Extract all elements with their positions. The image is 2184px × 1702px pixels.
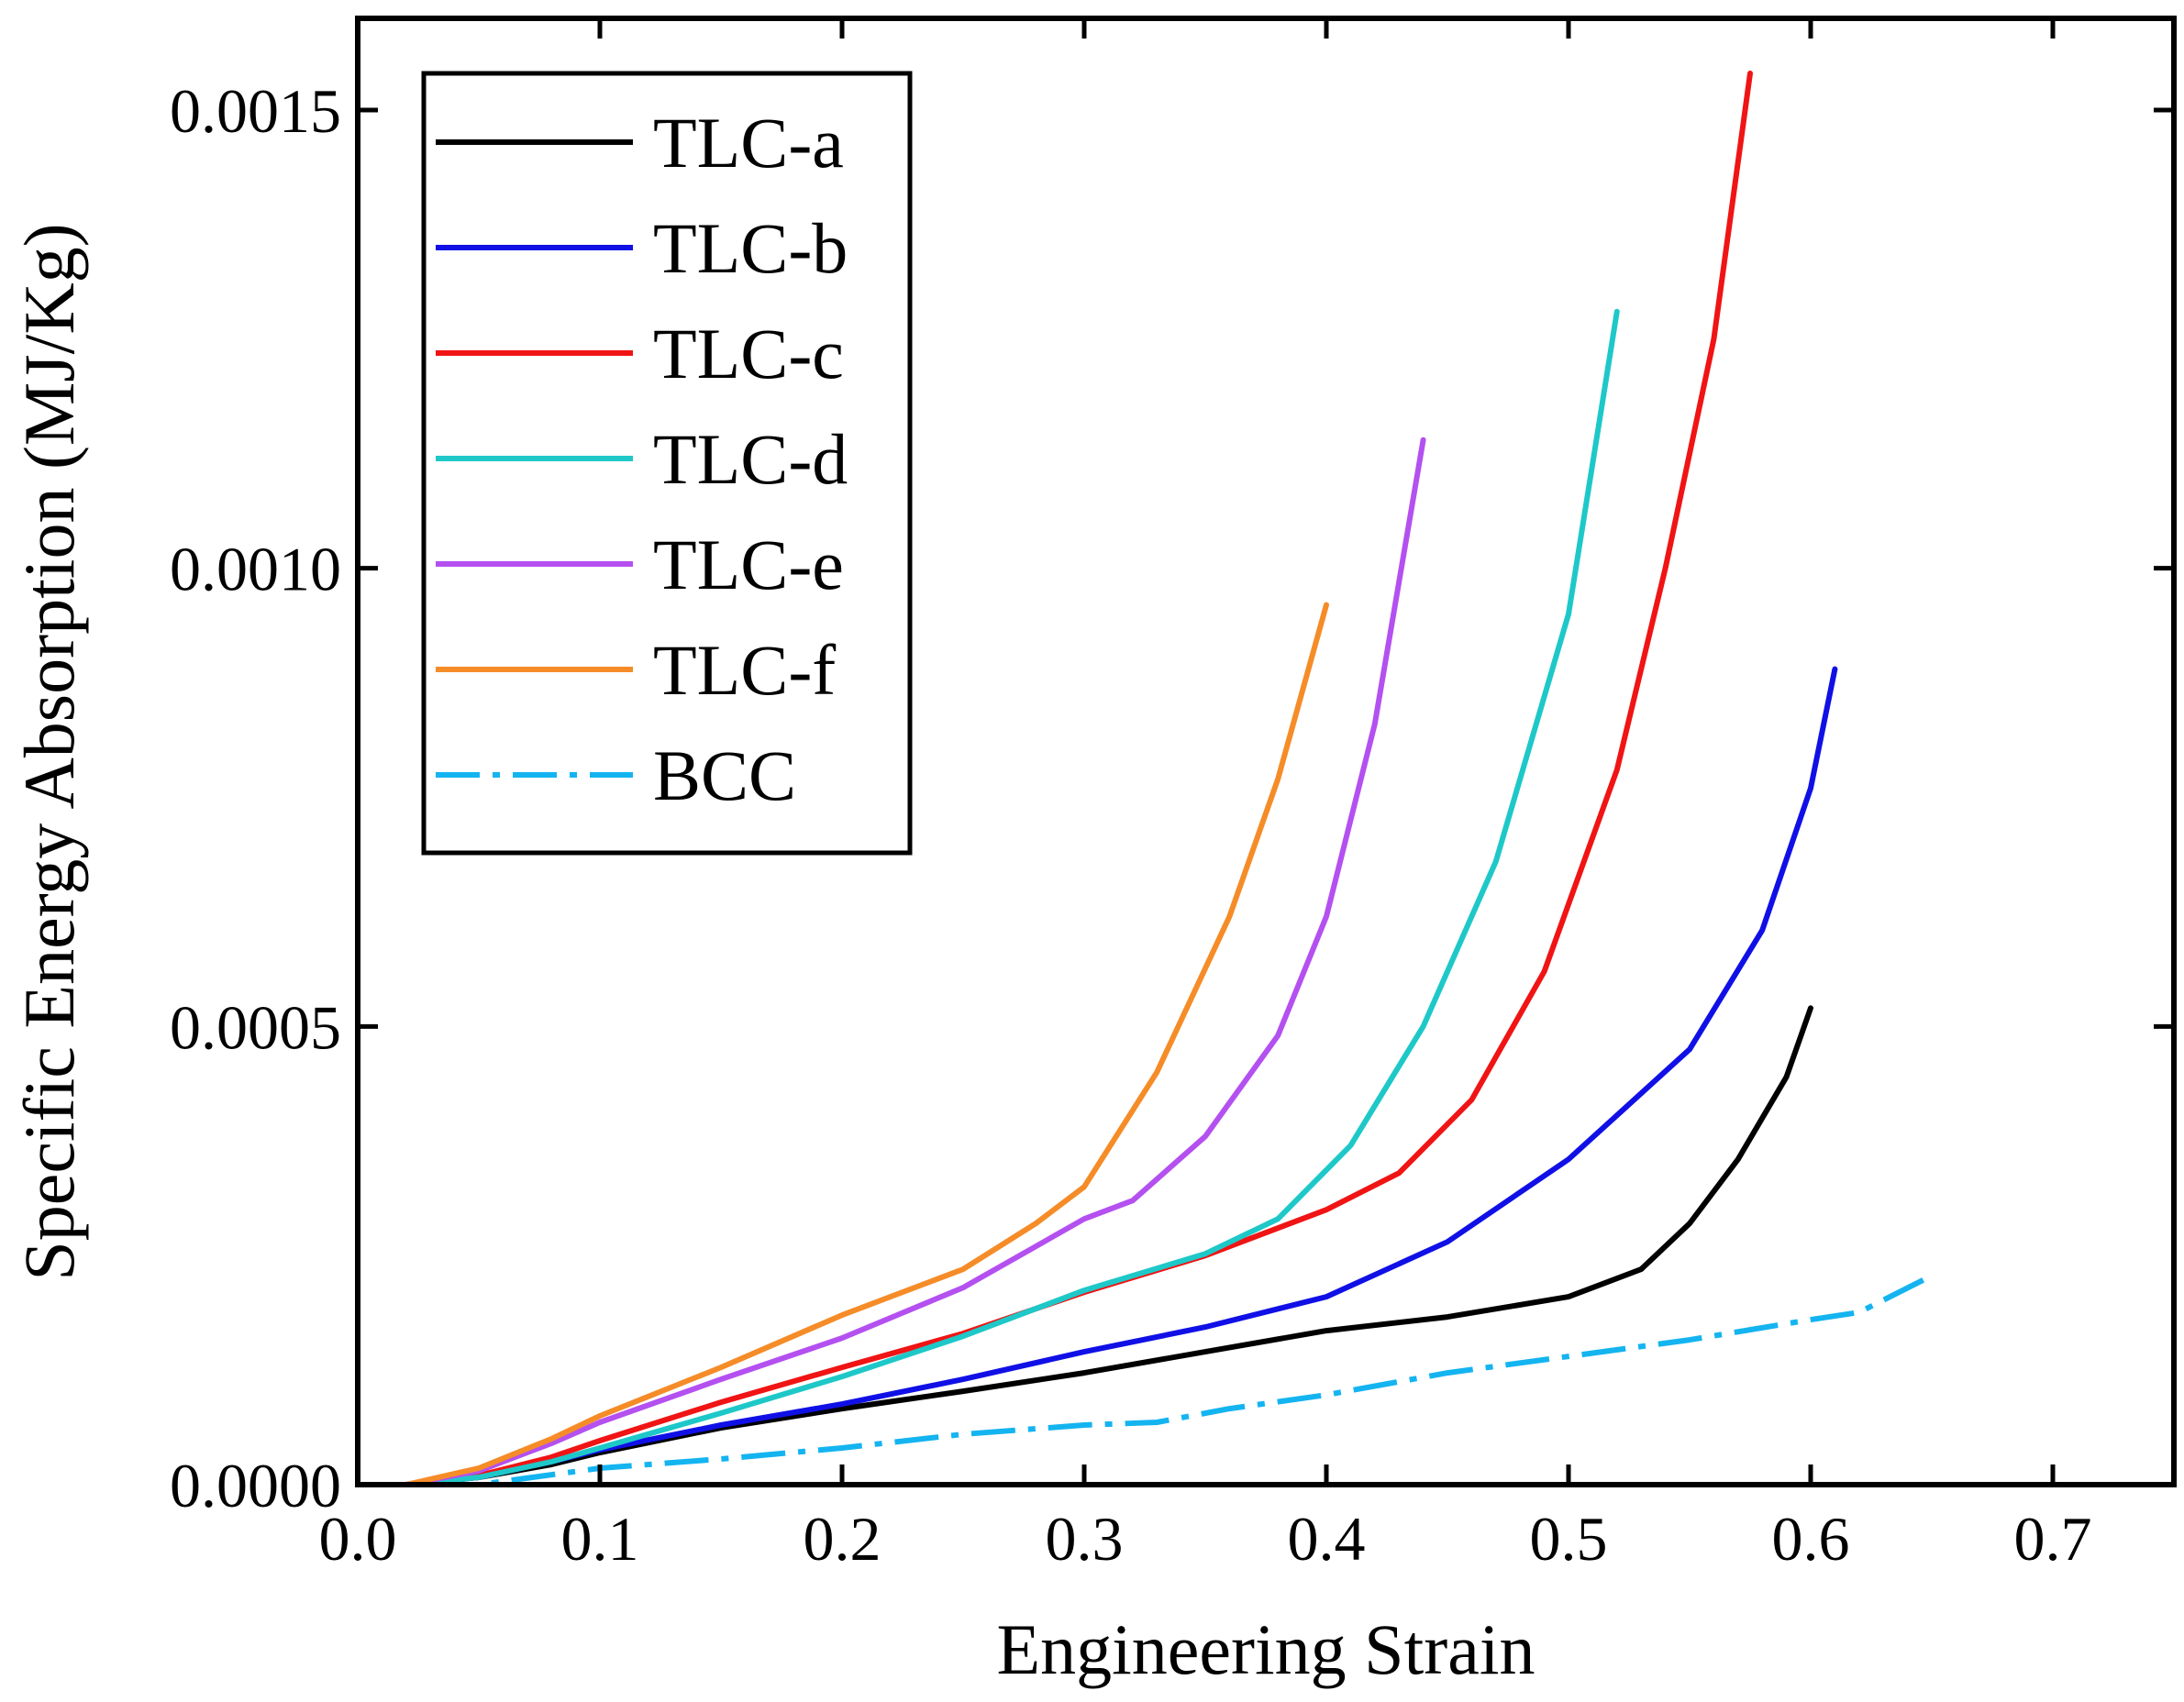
x-tick-label: 0.1 — [561, 1504, 639, 1574]
x-tick-label: 0.5 — [1530, 1504, 1608, 1574]
x-tick-label: 0.7 — [2014, 1504, 2092, 1574]
legend-label-bcc: BCC — [653, 735, 796, 815]
series-line-tlc-e — [355, 437, 1426, 1487]
legend-items: TLC-a TLC-b TLC-c TLC-d TLC-e TLC-f BCC — [436, 103, 848, 815]
legend-label-tlc-a: TLC-a — [653, 103, 844, 182]
series-line-tlc-d — [355, 308, 1620, 1487]
legend-label-tlc-e: TLC-e — [653, 525, 844, 604]
series-layer — [355, 71, 1934, 1487]
series-line-tlc-f — [355, 602, 1329, 1487]
legend-box — [421, 71, 913, 856]
legend-label-tlc-d: TLC-d — [653, 419, 848, 499]
x-tick-label: 0.6 — [1772, 1504, 1850, 1574]
series-line-bcc — [358, 1273, 1934, 1487]
legend-label-tlc-b: TLC-b — [653, 208, 848, 288]
tick-layer: 0.0 0.1 0.2 0.3 0.4 0.5 0.6 0.7 0.0000 0.0005 0.00… — [170, 18, 2174, 1574]
x-tick-label: 0.4 — [1288, 1504, 1366, 1574]
legend-label-tlc-f: TLC-f — [653, 630, 836, 710]
x-tick-label: 0.0 — [319, 1504, 397, 1574]
x-tick-label: 0.3 — [1046, 1504, 1124, 1574]
plot-frame — [355, 16, 2177, 1487]
legend: TLC-a TLC-b TLC-c TLC-d TLC-e TLC-f BCC — [421, 71, 913, 856]
y-tick-label: 0.0000 — [170, 1451, 341, 1520]
x-axis-title: Engineering Strain — [996, 1609, 1535, 1689]
y-tick-label: 0.0010 — [170, 535, 341, 604]
legend-label-tlc-c: TLC-c — [653, 314, 844, 393]
x-tick-label: 0.2 — [804, 1504, 881, 1574]
y-tick-label: 0.0005 — [170, 992, 341, 1062]
y-tick-label: 0.0015 — [170, 76, 341, 146]
y-axis-title: Specific Energy Absorption (MJ/Kg) — [9, 223, 89, 1280]
